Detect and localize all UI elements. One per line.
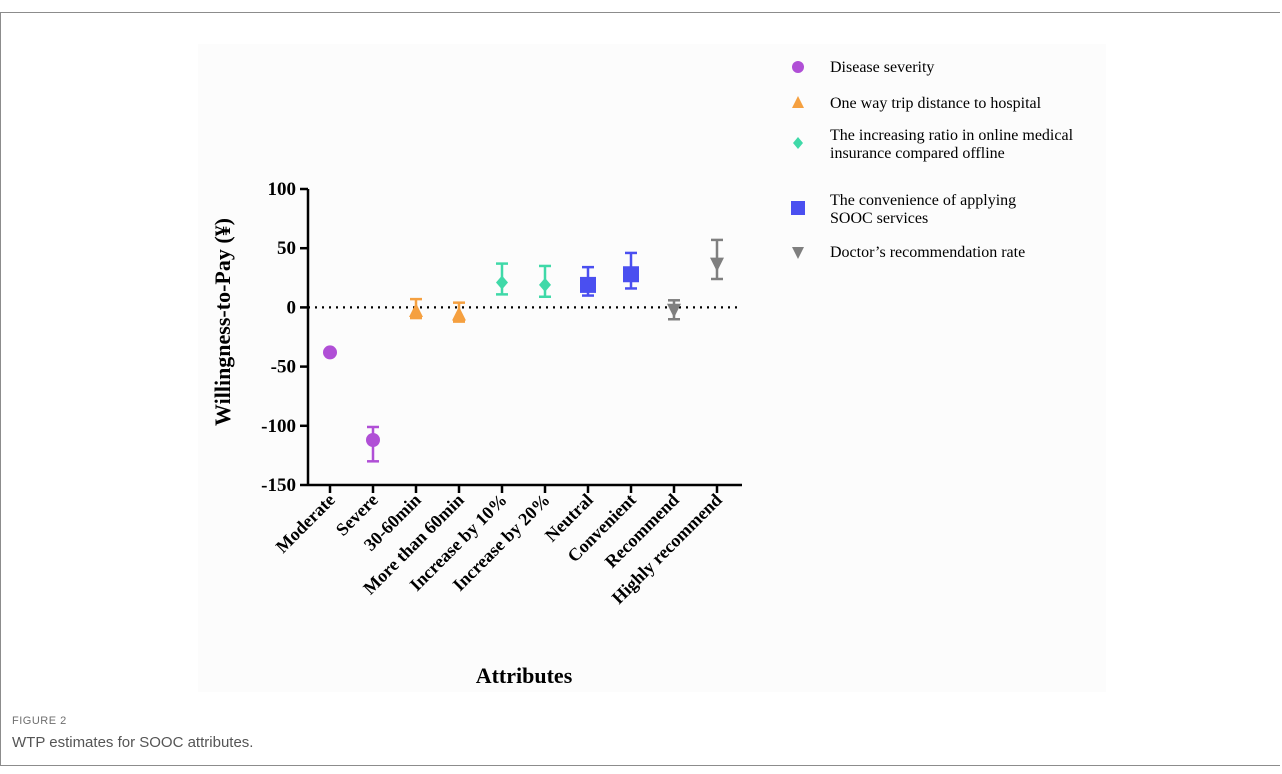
figure-caption: WTP estimates for SOOC attributes. <box>12 734 254 751</box>
chart-legend: Disease severity One way trip distance to… <box>791 59 1074 261</box>
legend-marker <box>792 96 804 108</box>
chart-marks <box>323 238 724 463</box>
data-point <box>496 275 508 290</box>
legend-marker <box>792 247 804 259</box>
y-tick-label: -150 <box>261 475 296 496</box>
figure-label: FIGURE 2 <box>12 715 67 727</box>
data-point <box>409 302 423 317</box>
legend-marker <box>792 61 804 73</box>
y-tick-label: -50 <box>271 357 296 378</box>
legend-label: Disease severity <box>830 59 934 76</box>
figure-panel <box>198 44 1106 692</box>
legend-label: The increasing ratio in online medical in… <box>830 127 1074 162</box>
legend-label: Doctor’s recommendation rate <box>830 244 1025 261</box>
y-tick-label: 100 <box>268 179 297 200</box>
y-tick-label: 50 <box>277 238 296 259</box>
data-point <box>323 345 337 360</box>
legend-marker <box>791 201 805 215</box>
legend-label: The convenience of applying SOOC services <box>830 192 1016 227</box>
data-point <box>539 277 551 292</box>
y-axis-title: Willingness-to-Pay (¥) <box>210 218 235 426</box>
legend-label: One way trip distance to hospital <box>830 95 1042 112</box>
x-axis-title: Attributes <box>476 663 573 688</box>
data-point <box>667 303 681 318</box>
y-tick-label: -100 <box>261 416 296 437</box>
data-point <box>366 433 380 448</box>
legend-marker <box>793 137 803 149</box>
x-tick-label: Moderate <box>272 490 339 557</box>
y-tick-label: 0 <box>287 297 297 318</box>
figure-frame <box>0 12 1280 766</box>
data-point <box>580 276 596 293</box>
chart-axes: 100500-50-100-150ModerateSevere30-60minM… <box>210 179 742 688</box>
data-point <box>623 266 639 283</box>
data-point <box>710 257 724 272</box>
data-point <box>452 306 466 321</box>
